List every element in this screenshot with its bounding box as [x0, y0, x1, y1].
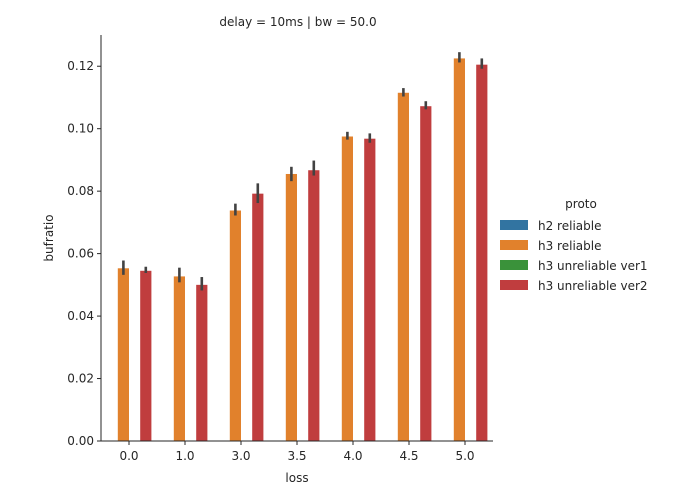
bar: [140, 270, 152, 441]
legend: proto h2 reliable h3 reliable h3 unreliable…: [500, 197, 648, 293]
bar: [341, 136, 353, 441]
bar: [364, 138, 376, 441]
x-tick-label: 4.5: [399, 449, 418, 463]
legend-title: proto: [565, 197, 597, 211]
x-tick-label: 5.0: [455, 449, 474, 463]
legend-entry: h3 unreliable ver1: [538, 259, 648, 273]
plot-area: [117, 52, 488, 442]
legend-swatch: [500, 280, 528, 290]
y-tick-label: 0.10: [67, 122, 94, 136]
bar: [476, 64, 488, 442]
bar: [229, 210, 241, 441]
x-tick-label: 1.0: [175, 449, 194, 463]
bar: [453, 58, 465, 442]
legend-swatch: [500, 240, 528, 250]
y-axis-label: bufratio: [42, 214, 56, 261]
y-tick-label: 0.06: [67, 247, 94, 261]
x-tick-label: 3.0: [231, 449, 250, 463]
y-tick-label: 0.02: [67, 372, 94, 386]
y-axis: 0.00 0.02 0.04 0.06 0.08 0.10 0.12: [67, 35, 102, 448]
bar: [196, 284, 208, 441]
bar: [308, 170, 320, 441]
bar: [420, 106, 432, 442]
y-tick-label: 0.08: [67, 184, 94, 198]
chart-title: delay = 10ms | bw = 50.0: [219, 15, 376, 29]
legend-entry: h2 reliable: [538, 219, 601, 233]
bar: [173, 276, 185, 441]
y-tick-label: 0.12: [67, 59, 94, 73]
bar: [252, 193, 264, 441]
x-tick-label: 0.0: [119, 449, 138, 463]
bar: [285, 173, 297, 441]
legend-entry: h3 reliable: [538, 239, 601, 253]
y-tick-label: 0.00: [67, 434, 94, 448]
bar: [117, 268, 129, 441]
x-axis: 0.0 1.0 3.0 3.5 4.0 4.5 5.0: [101, 440, 493, 463]
x-tick-label: 3.5: [287, 449, 306, 463]
bar: [397, 92, 409, 442]
legend-entry: h3 unreliable ver2: [538, 279, 648, 293]
legend-swatch: [500, 260, 528, 270]
x-tick-label: 4.0: [343, 449, 362, 463]
y-tick-label: 0.04: [67, 309, 94, 323]
x-axis-label: loss: [285, 471, 308, 485]
legend-swatch: [500, 220, 528, 230]
